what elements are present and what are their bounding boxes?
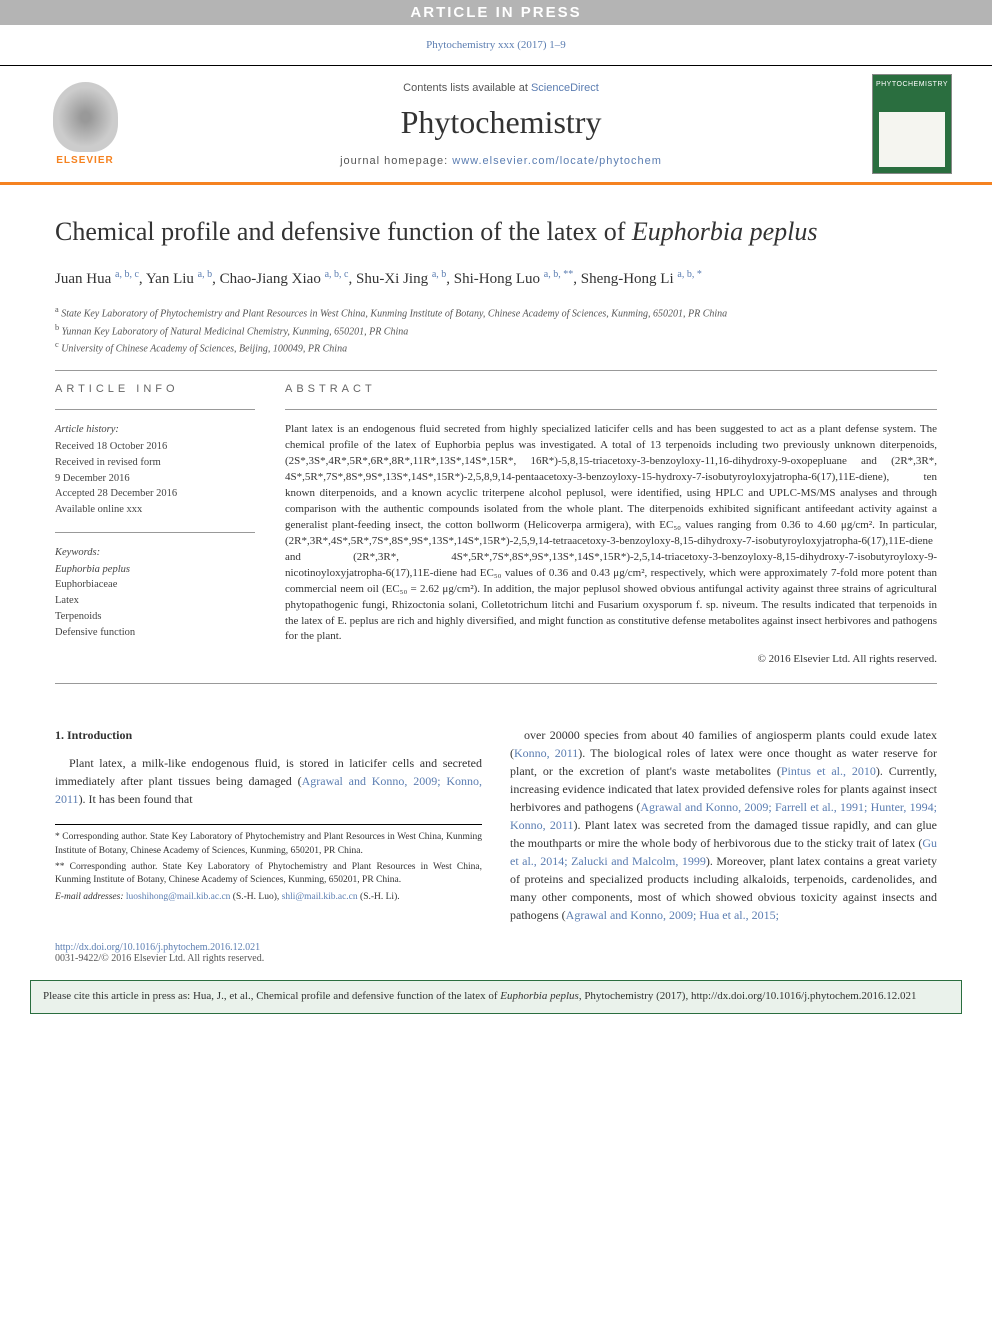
history-line: Received 18 October 2016 xyxy=(55,439,255,455)
email-link-2[interactable]: shli@mail.kib.ac.cn xyxy=(282,892,358,902)
cite-pre: Please cite this article in press as: Hu… xyxy=(43,990,500,1002)
homepage-label: journal homepage: xyxy=(340,155,452,167)
email-label: E-mail addresses: xyxy=(55,892,126,902)
contents-line: Contents lists available at ScienceDirec… xyxy=(144,82,858,94)
intro-para-1: Plant latex, a milk-like endogenous flui… xyxy=(55,754,482,808)
corr-author-2: ** Corresponding author. State Key Labor… xyxy=(55,861,482,888)
article-title: Chemical profile and defensive function … xyxy=(55,215,937,249)
intro-p1-post: ). It has been found that xyxy=(79,792,193,806)
cover-title: PHYTOCHEMISTRY xyxy=(873,75,951,88)
divider xyxy=(55,683,937,684)
title-italic: Euphorbia peplus xyxy=(632,217,818,246)
cite-as-box: Please cite this article in press as: Hu… xyxy=(30,980,962,1013)
journal-cover: PHYTOCHEMISTRY xyxy=(872,74,952,174)
keyword-line: Latex xyxy=(55,593,255,609)
affiliation-line: b Yunnan Key Laboratory of Natural Medic… xyxy=(55,322,937,339)
history-line: Received in revised form xyxy=(55,455,255,471)
cite-italic: Euphorbia peplus xyxy=(500,990,579,1002)
divider xyxy=(55,370,937,371)
article-info-label: ARTICLE INFO xyxy=(55,383,255,395)
divider xyxy=(285,409,937,410)
keyword-line: Defensive function xyxy=(55,625,255,641)
top-citation: Phytochemistry xxx (2017) 1–9 xyxy=(0,25,992,65)
contents-pre: Contents lists available at xyxy=(403,82,531,94)
title-pre: Chemical profile and defensive function … xyxy=(55,217,632,246)
abstract-text: Plant latex is an endogenous fluid secre… xyxy=(285,422,937,645)
affiliations: a State Key Laboratory of Phytochemistry… xyxy=(55,304,937,356)
cite-post: , Phytochemistry (2017), http://dx.doi.o… xyxy=(579,990,917,1002)
ref-link[interactable]: Konno, 2011 xyxy=(514,746,578,760)
sciencedirect-link[interactable]: ScienceDirect xyxy=(531,82,599,94)
authors-list: Juan Hua a, b, c, Yan Liu a, b, Chao-Jia… xyxy=(55,267,937,291)
ref-link[interactable]: Pintus et al., 2010 xyxy=(781,764,876,778)
introduction-section: 1. Introduction Plant latex, a milk-like… xyxy=(0,706,992,934)
p2d: ). Plant latex was secreted from the dam… xyxy=(510,818,937,850)
intro-heading: 1. Introduction xyxy=(55,726,482,744)
email-who-2: (S.-H. Li). xyxy=(358,892,400,902)
affiliation-line: a State Key Laboratory of Phytochemistry… xyxy=(55,304,937,321)
elsevier-tree-icon xyxy=(53,82,118,152)
journal-name: Phytochemistry xyxy=(144,104,858,141)
divider xyxy=(55,532,255,533)
keyword-line: Euphorbiaceae xyxy=(55,577,255,593)
history-line: Available online xxx xyxy=(55,502,255,518)
keywords-block: Keywords: Euphorbia peplusEuphorbiaceaeL… xyxy=(55,545,255,641)
email-line: E-mail addresses: luoshihong@mail.kib.ac… xyxy=(55,891,482,904)
affiliation-line: c University of Chinese Academy of Scien… xyxy=(55,339,937,356)
doi-copyright: 0031-9422/© 2016 Elsevier Ltd. All right… xyxy=(55,953,264,964)
homepage-link[interactable]: www.elsevier.com/locate/phytochem xyxy=(452,155,662,167)
keywords-heading: Keywords: xyxy=(55,545,255,561)
article-in-press-banner: ARTICLE IN PRESS xyxy=(0,0,992,25)
corr-author-1: * Corresponding author. State Key Labora… xyxy=(55,831,482,858)
article-history: Article history: Received 18 October 201… xyxy=(55,422,255,518)
history-line: 9 December 2016 xyxy=(55,471,255,487)
footnotes: * Corresponding author. State Key Labora… xyxy=(55,824,482,903)
email-who-1: (S.-H. Luo), xyxy=(230,892,281,902)
doi-block: http://dx.doi.org/10.1016/j.phytochem.20… xyxy=(0,934,992,972)
divider xyxy=(55,409,255,410)
cover-image-placeholder xyxy=(879,112,945,167)
abstract-label: ABSTRACT xyxy=(285,383,937,395)
keyword-line: Euphorbia peplus xyxy=(55,562,255,578)
intro-para-2: over 20000 species from about 40 familie… xyxy=(510,726,937,924)
ref-link[interactable]: Agrawal and Konno, 2009; Hua et al., 201… xyxy=(566,908,779,922)
doi-link[interactable]: http://dx.doi.org/10.1016/j.phytochem.20… xyxy=(55,942,260,953)
journal-header: ELSEVIER Contents lists available at Sci… xyxy=(0,65,992,185)
elsevier-logo: ELSEVIER xyxy=(40,74,130,174)
keyword-line: Terpenoids xyxy=(55,609,255,625)
history-heading: Article history: xyxy=(55,422,255,438)
abstract-copyright: © 2016 Elsevier Ltd. All rights reserved… xyxy=(285,653,937,665)
elsevier-label: ELSEVIER xyxy=(56,155,113,166)
history-line: Accepted 28 December 2016 xyxy=(55,486,255,502)
homepage-line: journal homepage: www.elsevier.com/locat… xyxy=(144,155,858,167)
email-link-1[interactable]: luoshihong@mail.kib.ac.cn xyxy=(126,892,231,902)
